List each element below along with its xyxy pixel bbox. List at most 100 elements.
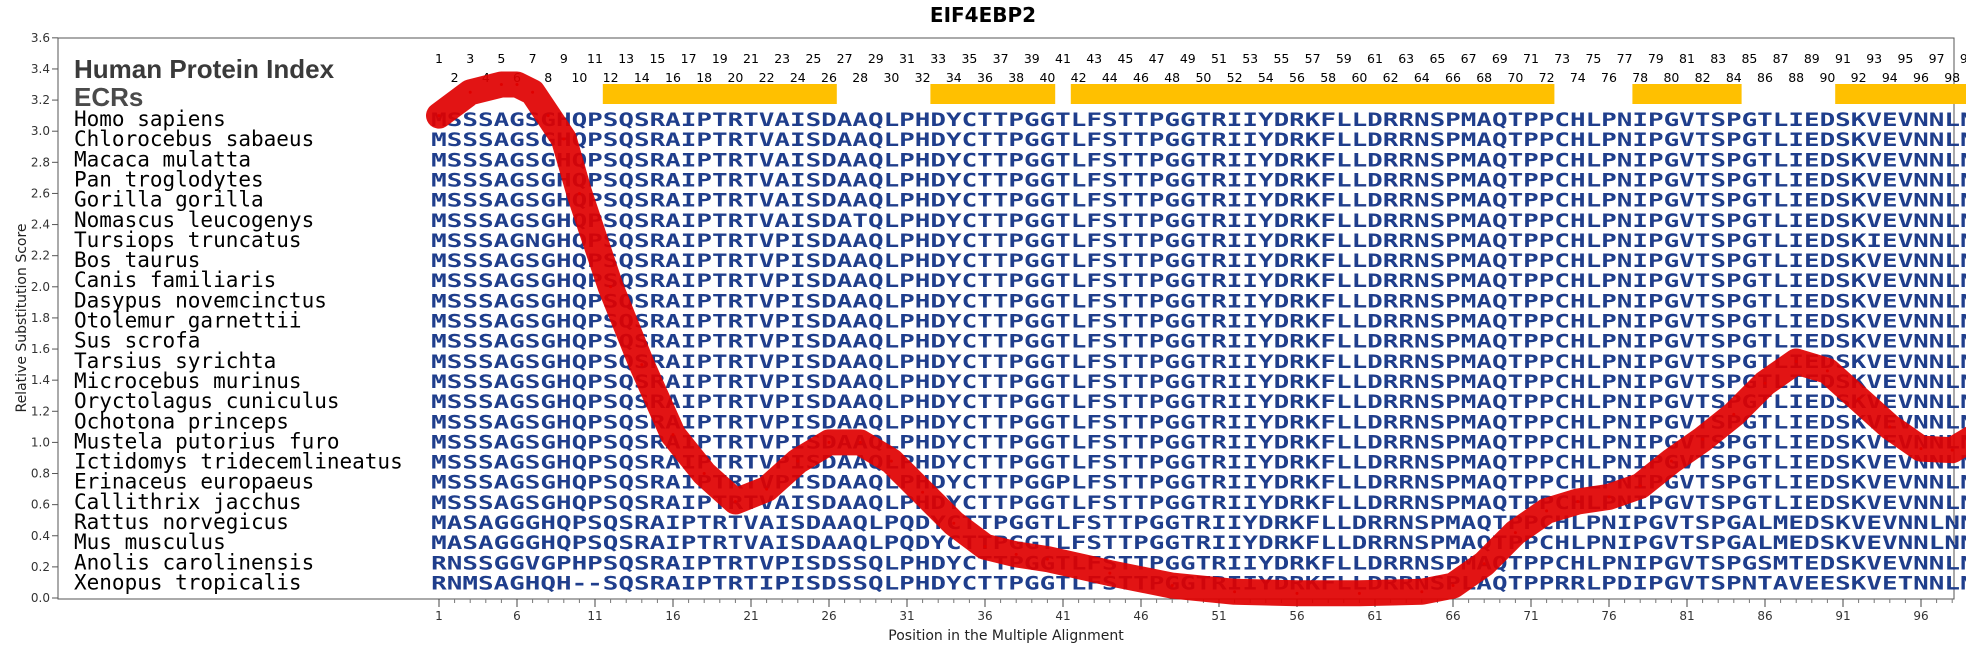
index-label-bottom: 68 bbox=[1476, 70, 1492, 85]
score-point bbox=[1607, 495, 1611, 499]
species-label: Ictidomys tridecemlineatus bbox=[74, 450, 403, 474]
species-label: Callithrix jacchus bbox=[74, 490, 302, 514]
chart-title: EIF4EBP2 bbox=[930, 3, 1036, 27]
score-point bbox=[1420, 590, 1424, 594]
index-label-top: 31 bbox=[899, 51, 915, 66]
x-tick-label: 6 bbox=[513, 609, 521, 623]
score-point bbox=[546, 114, 550, 118]
index-label-bottom: 62 bbox=[1383, 70, 1399, 85]
index-label-bottom: 42 bbox=[1071, 70, 1087, 85]
index-label-top: 81 bbox=[1679, 51, 1695, 66]
x-tick-label: 36 bbox=[977, 609, 992, 623]
y-tick-label: 3.6 bbox=[31, 31, 50, 45]
ecr-bars bbox=[602, 84, 1966, 104]
species-label: Mus musculus bbox=[74, 530, 226, 554]
sequence-row: MSSSAGSGHQPSQSRAIPTRTVAISDAAQLPHDYCTTPGG… bbox=[431, 492, 1966, 514]
index-label-top: 13 bbox=[618, 51, 634, 66]
score-point bbox=[1545, 509, 1549, 513]
x-tick-label: 51 bbox=[1211, 609, 1226, 623]
score-point bbox=[702, 472, 706, 476]
index-label-bottom: 98 bbox=[1944, 70, 1960, 85]
score-point bbox=[1825, 369, 1829, 373]
index-label-top: 85 bbox=[1741, 51, 1757, 66]
index-label-bottom: 54 bbox=[1258, 70, 1274, 85]
index-label-bottom: 48 bbox=[1164, 70, 1180, 85]
sequence-row: RNSSGGVGPHPSQSRAIPTRTVPISDSSQLPHDYCTTPGG… bbox=[431, 552, 1966, 574]
species-label: Tursiops truncatus bbox=[74, 228, 302, 252]
index-label-top: 53 bbox=[1242, 51, 1258, 66]
plot-frame bbox=[57, 37, 1955, 600]
species-label: Rattus norvegicus bbox=[74, 510, 289, 534]
ecr-bar bbox=[1835, 84, 1966, 104]
score-line-layer bbox=[426, 71, 1966, 607]
score-point bbox=[733, 500, 737, 504]
score-point bbox=[765, 487, 769, 491]
y-tick-label: 2.8 bbox=[31, 155, 50, 169]
sequence-row: MSSSAGSGHQPSQSRAIPTRTVAISDATQLPHDYCTTPGG… bbox=[431, 210, 1966, 232]
species-label: Microcebus murinus bbox=[74, 369, 302, 393]
index-label-top: 97 bbox=[1929, 51, 1945, 66]
score-point bbox=[671, 433, 675, 437]
species-label: Gorilla gorilla bbox=[74, 188, 264, 212]
sequence-row: MASAGGGHQPSQSRAIPTRTVAISDAAQLPQDYCTTPGGT… bbox=[431, 532, 1966, 554]
index-label-bottom: 24 bbox=[790, 70, 806, 85]
score-point bbox=[889, 459, 893, 463]
score-point bbox=[1701, 437, 1705, 441]
human-protein-index: 1 3 5 7 9 11 13 15 17 19 21 23 25 27 29 31 33 35 37 39 41 43 4… bbox=[435, 51, 1966, 85]
y-axis-ticks: 0.0 0.2 0.4 0.6 0.8 1.0 1.2 1.4 1.6 1.8 2.0 2.2 2.4 2… bbox=[31, 31, 58, 605]
y-tick-label: 1.4 bbox=[31, 373, 50, 387]
x-tick-label: 16 bbox=[665, 609, 680, 623]
y-axis-label: Relative Substitution Score bbox=[14, 223, 30, 412]
index-label-bottom: 76 bbox=[1601, 70, 1617, 85]
score-point bbox=[1233, 590, 1237, 594]
sequence-row: MSSSAGSGHQPSQSRAIPTRTVPISDAAQLPHDYCTTPGG… bbox=[431, 411, 1966, 433]
species-label: Nomascus leucogenys bbox=[74, 208, 314, 232]
sequence-row: MSSSAGSGHQPSQSRAIPTRTVPISDAAQLPHDYCTTPGG… bbox=[431, 472, 1966, 494]
y-tick-label: 1.6 bbox=[31, 342, 50, 356]
x-tick-label: 46 bbox=[1133, 609, 1148, 623]
index-label-bottom: 94 bbox=[1882, 70, 1898, 85]
sequence-row: MSSSAGSGHQPSQSRAIPTRTVAISDAAQLPHDYCTTPGG… bbox=[431, 169, 1966, 191]
sequence-row: MSSSAGSGHQPSQSRAIPTRTVAISDAAQLPHDYCTTPGG… bbox=[431, 190, 1966, 212]
sequence-row: MSSSAGSGHQPSQSRAIPTRTVAISDAAQLPHDYCTTPGG… bbox=[431, 109, 1966, 131]
score-point bbox=[515, 83, 519, 87]
score-point bbox=[952, 521, 956, 525]
species-label: Ochotona princeps bbox=[74, 409, 289, 433]
index-label-top: 65 bbox=[1429, 51, 1445, 66]
score-point bbox=[858, 440, 862, 444]
index-label-top: 1 bbox=[435, 51, 443, 66]
index-label-top: 87 bbox=[1773, 51, 1789, 66]
index-label-top: 45 bbox=[1117, 51, 1133, 66]
x-tick-label: 86 bbox=[1757, 609, 1772, 623]
y-tick-label: 2.4 bbox=[31, 218, 50, 232]
index-label-bottom: 12 bbox=[603, 70, 619, 85]
index-label-top: 91 bbox=[1835, 51, 1851, 66]
index-label-bottom: 32 bbox=[915, 70, 931, 85]
y-tick-label: 1.8 bbox=[31, 311, 50, 325]
score-point bbox=[1919, 447, 1923, 451]
index-label-bottom: 70 bbox=[1507, 70, 1523, 85]
index-label-top: 59 bbox=[1336, 51, 1352, 66]
index-label-bottom: 82 bbox=[1695, 70, 1711, 85]
score-point bbox=[609, 285, 613, 289]
x-tick-label: 26 bbox=[821, 609, 836, 623]
index-label-bottom: 22 bbox=[759, 70, 775, 85]
index-label-bottom: 30 bbox=[883, 70, 899, 85]
y-tick-label: 0.4 bbox=[31, 529, 50, 543]
index-label-top: 63 bbox=[1398, 51, 1414, 66]
y-tick-label: 0.2 bbox=[31, 560, 50, 574]
score-point bbox=[1763, 381, 1767, 385]
x-tick-label: 21 bbox=[743, 609, 758, 623]
index-label-top: 49 bbox=[1180, 51, 1196, 66]
species-label: Otolemur garnettii bbox=[74, 309, 302, 333]
x-tick-label: 41 bbox=[1055, 609, 1070, 623]
index-label-bottom: 40 bbox=[1039, 70, 1055, 85]
index-label-bottom: 66 bbox=[1445, 70, 1461, 85]
species-label: Chlorocebus sabaeus bbox=[74, 127, 314, 151]
sequence-row: MSSSAGSGHQPSQSRAIPTRTVPISDAAQLPHDYCTTPGG… bbox=[431, 311, 1966, 333]
index-label-bottom: 72 bbox=[1539, 70, 1555, 85]
x-tick-label: 61 bbox=[1367, 609, 1382, 623]
y-tick-label: 3.2 bbox=[31, 93, 50, 107]
index-label-bottom: 74 bbox=[1570, 70, 1586, 85]
